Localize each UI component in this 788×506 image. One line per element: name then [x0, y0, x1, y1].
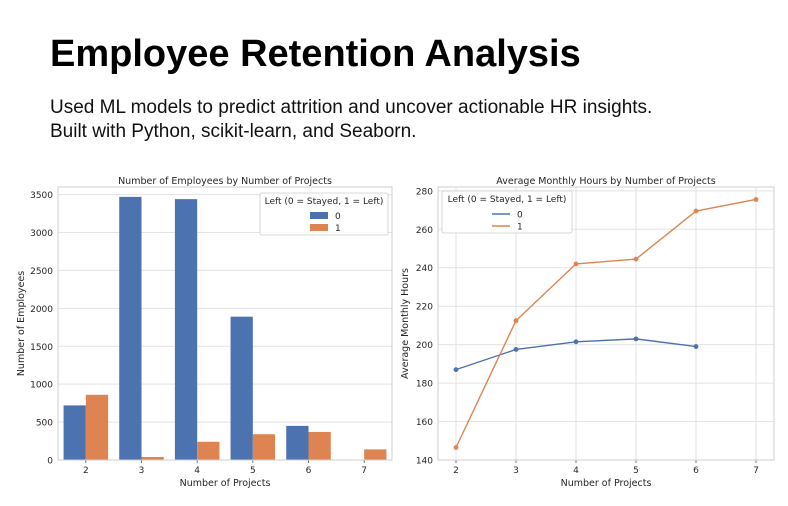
bar-series-1-5 [252, 434, 276, 460]
point-series-1-4 [573, 261, 579, 267]
subtitle-line-2: Built with Python, scikit-learn, and Sea… [50, 121, 417, 142]
legend-label-0: 0 [335, 212, 341, 222]
legend-label-0: 0 [517, 211, 523, 221]
legend-title: Left (0 = Stayed, 1 = Left) [265, 197, 384, 207]
legend-swatch-0 [310, 212, 328, 219]
y-tick-label: 220 [416, 303, 433, 313]
y-tick-label: 500 [36, 419, 53, 429]
x-tick-label: 7 [753, 466, 759, 476]
page-title: Employee Retention Analysis [50, 33, 581, 75]
axes-frame [57, 186, 393, 461]
page-subtitle: Used ML models to predict attrition and … [50, 96, 652, 144]
y-tick-label: 240 [416, 264, 433, 274]
y-tick-label: 3500 [30, 191, 53, 201]
point-series-1-2 [453, 445, 459, 450]
x-tick-label: 3 [139, 466, 145, 476]
point-series-0-2 [453, 367, 459, 373]
line-chart-monthly-hours-by-projects: 140 160 180 200 220 240 260 280 2 3 4 5 6 7 Average Mo… [400, 176, 775, 489]
legend-swatch-1 [310, 224, 328, 231]
y-tick-label: 0 [47, 457, 53, 467]
x-tick-label: 4 [194, 466, 200, 476]
y-tick-label: 160 [416, 418, 433, 428]
chart-title: Number of Employees by Number of Project… [118, 176, 332, 187]
y-axis-label: Number of Employees [16, 271, 27, 376]
line-series-1 [455, 198, 757, 448]
y-tick-label: 1500 [30, 343, 53, 353]
legend-box [441, 190, 573, 234]
point-series-0-3 [513, 347, 519, 352]
x-tick-label: 6 [306, 466, 312, 476]
x-axis-label: Number of Projects [561, 478, 652, 489]
point-series-0-4 [573, 339, 579, 345]
x-tick-label: 6 [693, 466, 699, 476]
bar-series-0-3 [119, 196, 142, 460]
legend-label-1: 1 [335, 224, 341, 234]
x-tick-label: 3 [513, 466, 519, 476]
bar-series-1-3 [141, 456, 164, 460]
bar-series-0-2 [63, 405, 86, 460]
x-tick-label: 5 [633, 466, 639, 476]
y-tick-label: 2500 [30, 267, 53, 277]
x-tick-label: 2 [453, 466, 459, 476]
y-tick-label: 200 [416, 341, 433, 351]
bar-series-1-7 [364, 449, 387, 460]
x-axis-label: Number of Projects [180, 478, 271, 489]
bar-series-0-5 [230, 316, 253, 460]
y-tick-label: 280 [416, 187, 433, 197]
bar-chart-employees-by-projects: 0 500 1000 1500 2000 2500 3000 3500 2 3 4 5 6 7 Number… [16, 176, 393, 489]
y-axis-label: Average Monthly Hours [400, 268, 411, 379]
y-tick-label: 1000 [30, 381, 53, 391]
point-series-1-6 [693, 208, 699, 214]
bar-series-0-4 [174, 199, 198, 460]
chart-title: Average Monthly Hours by Number of Proje… [496, 176, 715, 187]
y-tick-label: 140 [416, 457, 433, 467]
axes-frame [437, 186, 775, 461]
point-series-0-5 [633, 336, 639, 342]
bar-series-1-6 [308, 431, 331, 460]
bar-series-0-6 [286, 425, 309, 460]
x-tick-label: 5 [250, 466, 256, 476]
x-tick-label: 7 [361, 466, 367, 476]
x-tick-label: 4 [573, 466, 579, 476]
legend-label-1: 1 [517, 223, 523, 233]
y-tick-label: 180 [416, 380, 433, 390]
x-tick-label: 2 [83, 466, 89, 476]
point-series-1-3 [513, 318, 519, 324]
y-tick-label: 3000 [30, 229, 53, 239]
subtitle-line-1: Used ML models to predict attrition and … [50, 97, 653, 118]
bar-series-1-4 [197, 441, 220, 460]
y-tick-label: 2000 [30, 305, 53, 315]
y-tick-label: 260 [416, 226, 433, 236]
bar-series-1-2 [85, 394, 109, 460]
point-series-1-5 [633, 256, 639, 262]
point-series-0-6 [693, 344, 699, 349]
point-series-1-7 [753, 197, 759, 202]
legend-title: Left (0 = Stayed, 1 = Left) [448, 195, 567, 205]
